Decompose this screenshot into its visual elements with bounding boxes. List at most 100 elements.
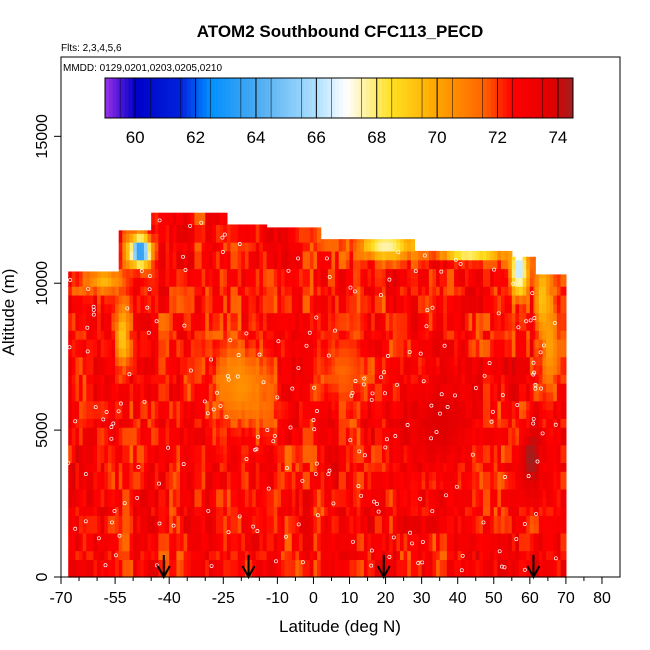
heatmap-cell [418,444,423,455]
heatmap-cell [407,365,412,375]
heatmap-cell [291,444,297,455]
heatmap-cell [273,418,278,428]
heatmap-cell [97,330,102,340]
heatmap-cell [511,347,517,358]
heatmap-cell [262,559,268,569]
heatmap-cell [201,568,206,578]
heatmap-cell [306,559,311,569]
heatmap-cell [161,347,167,358]
heatmap-cell [327,294,333,305]
heatmap-cell [234,427,239,437]
heatmap-cell [353,471,358,481]
heatmap-cell [237,391,242,402]
heatmap-cell [97,453,102,464]
heatmap-cell [169,462,174,472]
heatmap-cell [129,550,134,560]
heatmap-cell [454,532,459,543]
heatmap-cell [515,356,520,367]
heatmap-cell [309,312,315,322]
heatmap-cell [262,409,268,419]
heatmap-cell [291,250,297,261]
heatmap-cell [176,480,181,490]
heatmap-cell [273,497,278,508]
heatmap-cell [432,383,437,393]
heatmap-cell [295,294,300,305]
heatmap-cell [472,277,477,287]
heatmap-cell [161,532,167,543]
heatmap-cell [111,444,116,455]
heatmap-cell [241,374,246,384]
heatmap-cell [187,444,192,455]
heatmap-cell [198,374,203,384]
heatmap-cell [342,497,347,508]
heatmap-cell [363,550,369,560]
heatmap-cell [324,506,329,516]
heatmap-cell [367,488,372,499]
heatmap-cell [158,435,163,446]
heatmap-cell [82,400,87,411]
heatmap-cell [136,356,141,367]
heatmap-cell [115,462,120,472]
heatmap-cell [133,444,138,455]
heatmap-cell [500,259,506,270]
heatmap-cell [288,330,293,340]
heatmap-cell [284,409,289,419]
heatmap-cell [284,259,289,270]
heatmap-cell [327,427,333,437]
heatmap-cell [93,294,98,305]
heatmap-cell [187,400,192,411]
heatmap-cell [75,294,80,305]
heatmap-cell [68,559,73,569]
heatmap-cell [100,383,105,393]
heatmap-cell [273,250,278,261]
heatmap-cell [497,462,502,472]
heatmap-cell [176,506,181,516]
heatmap-cell [212,215,217,226]
heatmap-cell [519,488,524,499]
heatmap-cell [284,550,289,560]
heatmap-cell [493,250,498,261]
heatmap-cell [472,568,477,578]
heatmap-cell [280,444,286,455]
heatmap-cell [338,321,343,331]
heatmap-cell [432,330,437,340]
heatmap-cell [176,374,181,384]
heatmap-cell [183,515,188,525]
heatmap-cell [335,239,340,243]
heatmap-cell [79,303,84,314]
heatmap-cell [190,480,196,490]
heatmap-cell [216,488,221,499]
heatmap-cell [277,391,282,402]
heatmap-cell [262,383,268,393]
heatmap-cell [161,453,167,464]
heatmap-cell [111,515,116,525]
heatmap-cell [143,330,149,340]
heatmap-cell [306,383,311,393]
heatmap-cell [237,453,242,464]
heatmap-cell [450,321,455,331]
heatmap-cell [252,365,257,375]
heatmap-cell [82,271,87,278]
heatmap-cell [122,303,127,314]
heatmap-cell [129,365,134,375]
heatmap-cell [418,409,423,419]
heatmap-cell [161,418,167,428]
heatmap-cell [475,250,480,261]
heatmap-cell [241,427,246,437]
heatmap-cell [450,506,455,516]
heatmap-cell [284,374,289,384]
heatmap-cell [425,383,430,393]
heatmap-cell [486,259,491,270]
heatmap-cell [136,347,141,358]
heatmap-cell [414,374,419,384]
heatmap-cell [378,321,383,331]
heatmap-cell [443,321,448,331]
heatmap-cell [223,233,228,243]
heatmap-cell [295,250,300,261]
heatmap-cell [482,427,488,437]
heatmap-cell [208,321,214,331]
heatmap-cell [461,365,466,375]
heatmap-cell [75,488,80,499]
heatmap-cell [338,409,343,419]
heatmap-cell [446,480,452,490]
